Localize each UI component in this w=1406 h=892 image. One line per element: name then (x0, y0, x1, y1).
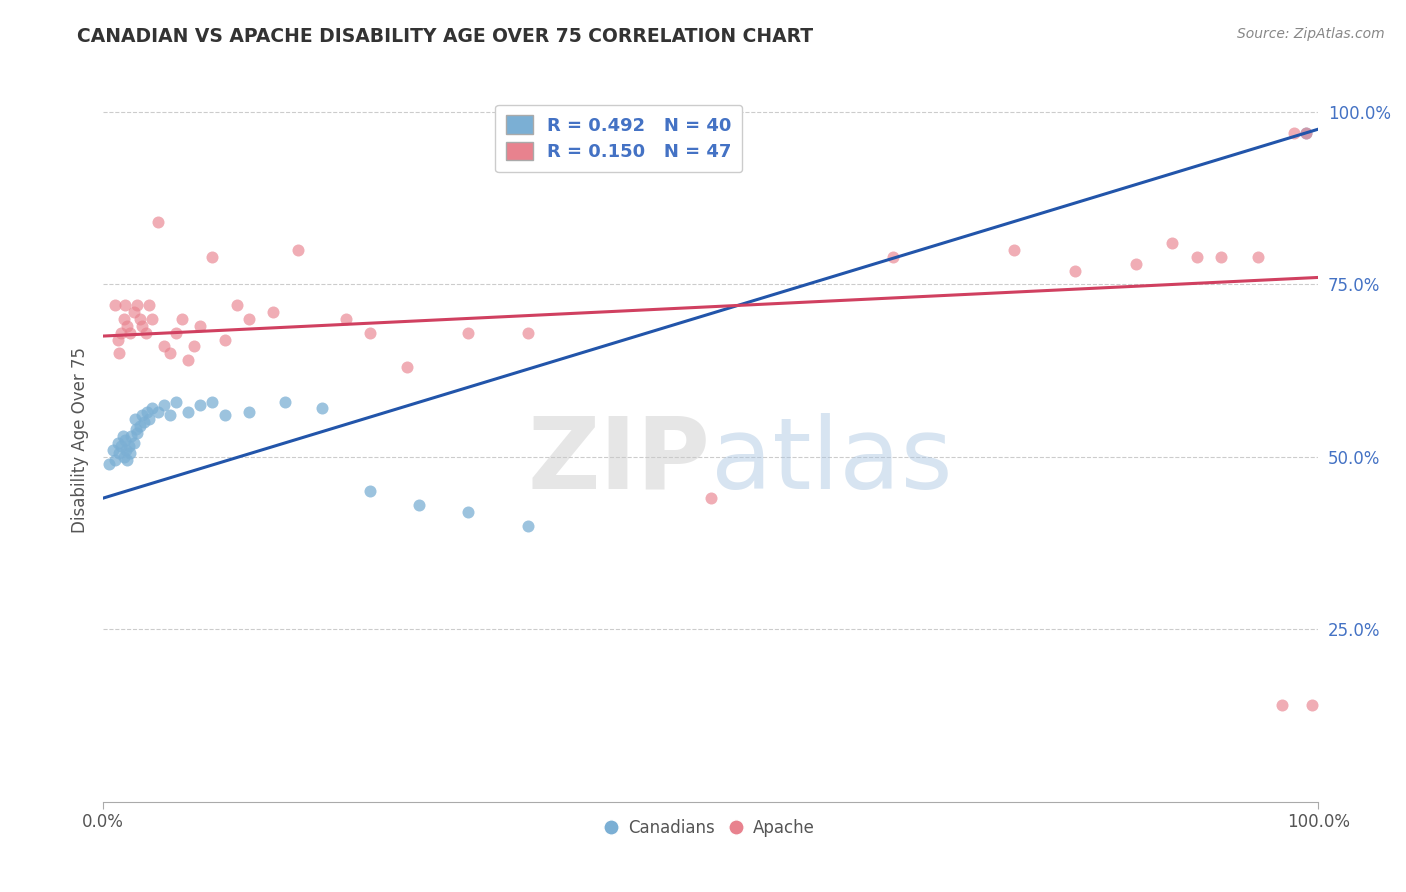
Point (214, 333, 236, 347)
Point (153, 398, 176, 412)
Point (225, 298, 247, 312)
Point (188, 398, 211, 412)
Point (1282, 126, 1305, 140)
Point (141, 401, 163, 416)
Point (214, 409, 236, 423)
Point (134, 415, 156, 429)
Point (127, 298, 149, 312)
Point (117, 453, 139, 467)
Point (141, 311, 163, 326)
Point (517, 326, 540, 340)
Point (107, 436, 129, 450)
Point (183, 339, 205, 353)
Point (177, 353, 200, 368)
Text: CANADIAN VS APACHE DISABILITY AGE OVER 75 CORRELATION CHART: CANADIAN VS APACHE DISABILITY AGE OVER 7… (77, 27, 814, 45)
Point (135, 326, 157, 340)
Point (120, 429, 142, 443)
Point (172, 311, 194, 326)
Point (122, 305, 145, 319)
Point (1209, 250, 1232, 264)
Point (146, 215, 169, 229)
Point (115, 442, 138, 457)
Point (1271, 698, 1294, 712)
Point (112, 450, 135, 464)
Point (112, 311, 135, 326)
Point (104, 298, 127, 312)
Point (395, 360, 418, 375)
Point (1246, 250, 1268, 264)
Point (335, 311, 357, 326)
Point (127, 425, 149, 440)
Point (110, 326, 132, 340)
Point (104, 453, 127, 467)
Point (117, 318, 139, 333)
Text: ZIP: ZIP (527, 413, 710, 509)
Point (108, 346, 131, 360)
Point (177, 405, 200, 419)
Point (1064, 263, 1087, 277)
Point (114, 298, 136, 312)
Point (114, 433, 136, 447)
Point (274, 394, 297, 409)
Point (111, 429, 134, 443)
Text: atlas: atlas (710, 413, 952, 509)
Point (135, 405, 157, 419)
Point (124, 412, 146, 426)
Point (359, 484, 381, 499)
Point (1295, 126, 1317, 140)
Point (1161, 235, 1184, 250)
Text: Source: ZipAtlas.com: Source: ZipAtlas.com (1237, 27, 1385, 41)
Point (359, 326, 381, 340)
Point (457, 505, 479, 519)
Point (159, 346, 181, 360)
Point (1295, 126, 1317, 140)
Point (118, 326, 141, 340)
Point (1301, 698, 1323, 712)
Point (457, 326, 479, 340)
Point (201, 394, 224, 409)
Point (128, 311, 150, 326)
Point (117, 439, 139, 453)
Point (153, 339, 176, 353)
Point (238, 405, 260, 419)
Point (118, 446, 141, 460)
Point (201, 250, 224, 264)
Point (108, 446, 131, 460)
Point (165, 394, 187, 409)
Point (131, 409, 153, 423)
Point (98, 457, 121, 471)
Point (262, 305, 284, 319)
Point (107, 333, 129, 347)
Point (408, 498, 430, 512)
Legend: Canadians, Apache: Canadians, Apache (600, 813, 821, 844)
Point (159, 409, 181, 423)
Point (1185, 250, 1208, 264)
Point (122, 436, 145, 450)
Point (517, 518, 540, 533)
Point (125, 422, 148, 436)
Point (110, 439, 132, 453)
Point (238, 311, 260, 326)
Point (1125, 257, 1147, 271)
Point (311, 401, 333, 416)
Point (101, 442, 124, 457)
Point (138, 412, 160, 426)
Point (165, 326, 187, 340)
Point (131, 318, 153, 333)
Point (188, 318, 211, 333)
Point (1004, 243, 1026, 257)
Point (287, 243, 309, 257)
Point (146, 405, 169, 419)
Point (882, 250, 904, 264)
Point (138, 298, 160, 312)
Point (699, 491, 721, 505)
Point (128, 418, 150, 433)
Y-axis label: Disability Age Over 75: Disability Age Over 75 (72, 346, 89, 533)
